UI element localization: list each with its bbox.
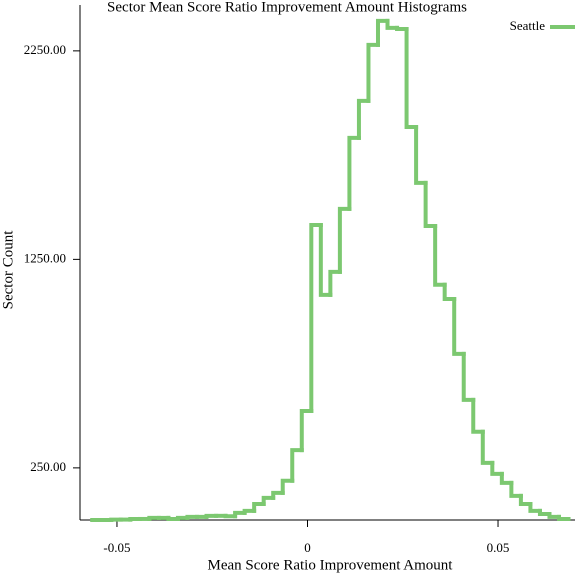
histogram-step bbox=[204, 513, 219, 519]
histogram-step bbox=[309, 222, 323, 413]
histogram-step bbox=[404, 26, 419, 129]
x-tick-label: 0 bbox=[304, 540, 311, 555]
histogram-step bbox=[480, 429, 495, 465]
histogram-step bbox=[366, 42, 380, 103]
histogram-step bbox=[433, 224, 447, 287]
histogram-step bbox=[166, 515, 180, 521]
histogram-step bbox=[175, 515, 190, 521]
y-tick-label: 1250.00 bbox=[24, 250, 66, 265]
histogram-step bbox=[442, 282, 457, 301]
histogram-step bbox=[252, 501, 266, 513]
legend-label: Seattle bbox=[510, 18, 546, 33]
histogram-step bbox=[299, 408, 314, 453]
histogram-step bbox=[461, 351, 476, 402]
histogram-step bbox=[318, 222, 333, 297]
histogram-step bbox=[233, 510, 247, 519]
y-tick-label: 2250.00 bbox=[24, 42, 66, 57]
chart-title: Sector Mean Score Ratio Improvement Amou… bbox=[107, 0, 467, 15]
histogram-step bbox=[328, 269, 342, 297]
histogram-step bbox=[423, 180, 438, 229]
histogram-step bbox=[414, 124, 428, 185]
histogram-step bbox=[290, 448, 304, 483]
histogram-step bbox=[128, 516, 142, 522]
histogram-step bbox=[356, 98, 371, 140]
histogram-step bbox=[185, 514, 199, 520]
histogram-step bbox=[347, 135, 361, 211]
histogram-step bbox=[528, 501, 542, 513]
histogram-step bbox=[147, 515, 161, 521]
histogram-step bbox=[556, 514, 571, 521]
histogram-step bbox=[337, 206, 352, 274]
histogram-step bbox=[490, 460, 504, 476]
histogram-step bbox=[499, 471, 514, 485]
histogram-step bbox=[518, 493, 533, 506]
histogram-step bbox=[375, 18, 390, 47]
histogram-step bbox=[547, 511, 561, 519]
histogram-step bbox=[271, 490, 285, 500]
y-tick-label: 250.00 bbox=[30, 459, 66, 474]
histogram-step bbox=[280, 478, 295, 495]
histogram-step bbox=[471, 397, 485, 434]
histogram-step bbox=[509, 480, 523, 498]
histogram-step bbox=[385, 18, 400, 30]
y-axis-label: Sector Count bbox=[0, 230, 16, 310]
histogram-step bbox=[261, 495, 276, 506]
histogram-step bbox=[242, 508, 257, 515]
x-axis-label: Mean Score Ratio Improvement Amount bbox=[208, 557, 454, 573]
histogram-step bbox=[395, 25, 409, 31]
histogram-step bbox=[537, 508, 552, 516]
histogram-step bbox=[452, 296, 466, 356]
x-tick-label: 0.05 bbox=[487, 540, 510, 555]
x-tick-label: -0.05 bbox=[103, 540, 130, 555]
